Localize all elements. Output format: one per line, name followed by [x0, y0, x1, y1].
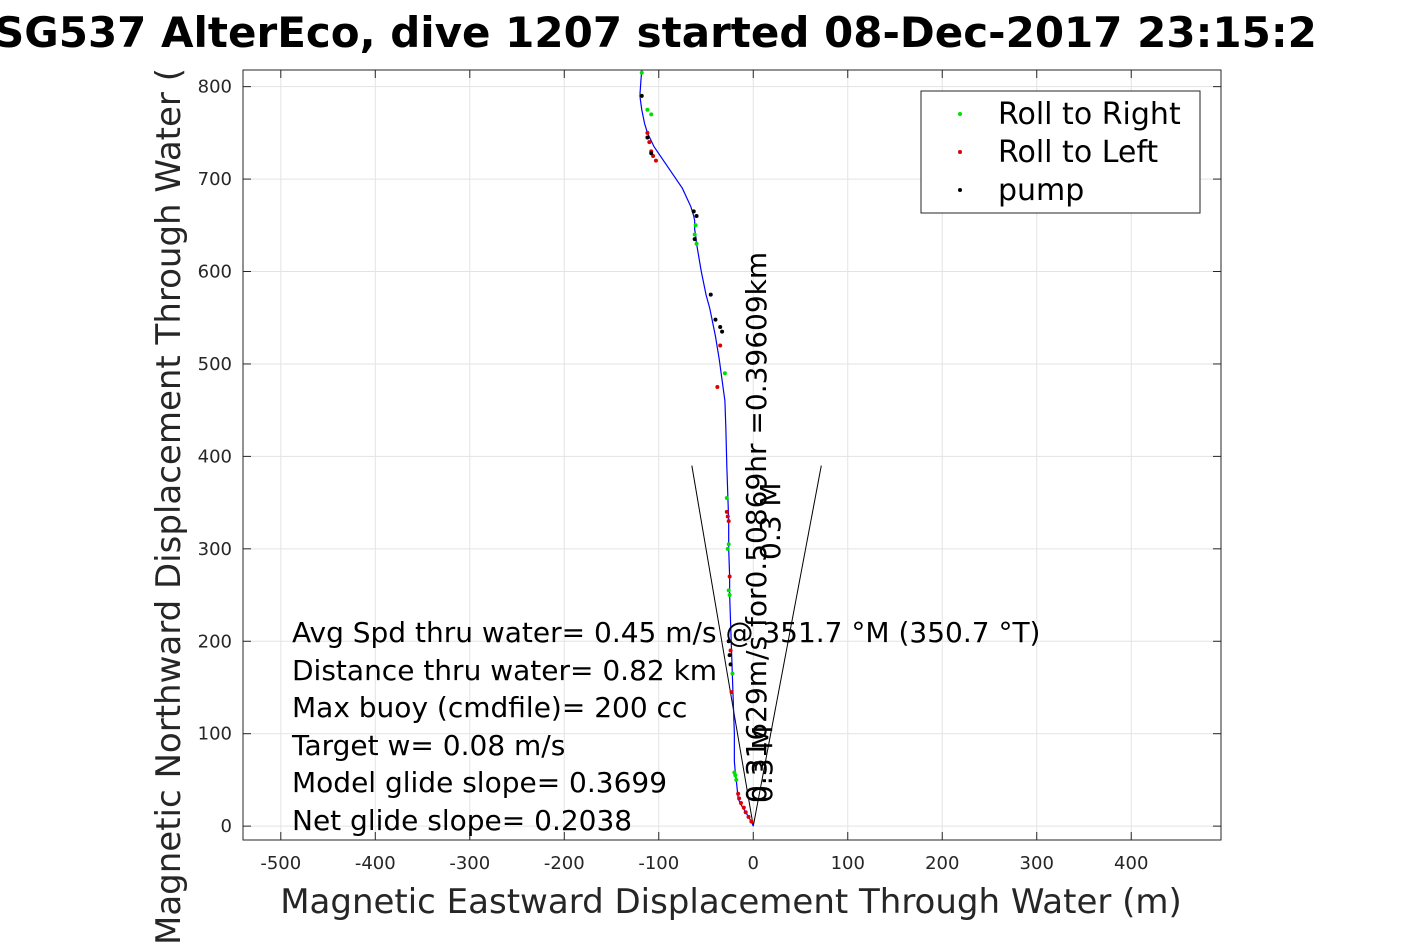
roll-right-point — [649, 112, 654, 117]
pump-point — [692, 237, 697, 242]
roll-right-point — [724, 495, 729, 500]
roll-left-point — [743, 810, 748, 815]
axis-ticks: -500 -400 -300 -200 -100 0 100 200 300 400 0 100 200… — [198, 70, 1221, 874]
y-tick-label: 200 — [198, 631, 232, 652]
roll-left-point — [738, 801, 743, 806]
roll-left-point — [653, 158, 658, 163]
roll-left-point — [728, 648, 733, 653]
cone-label-long: 0.31629m/s for0.50869hr =0.39609km — [740, 252, 773, 803]
legend: Roll to Right Roll to Left pump — [920, 90, 1201, 214]
roll-right-point — [732, 770, 737, 775]
roll-right-point — [645, 107, 650, 112]
roll-left-point — [725, 514, 730, 519]
roll-right-point — [693, 223, 698, 228]
pump-markers — [639, 93, 733, 667]
pump-point — [691, 209, 696, 214]
pump-point — [728, 662, 733, 667]
pump-point — [720, 329, 725, 334]
roll-right-point — [725, 546, 730, 551]
legend-box — [920, 90, 1201, 214]
legend-marker-roll-left — [958, 150, 962, 154]
x-tick-label: 300 — [1020, 853, 1054, 874]
roll-right-point — [730, 671, 735, 676]
roll-left-point — [724, 509, 729, 514]
cone-line-right — [752, 465, 822, 827]
x-tick-label: -500 — [260, 853, 301, 874]
pump-point — [708, 292, 713, 297]
roll-right-point — [727, 593, 732, 598]
roll-left-point — [645, 130, 650, 135]
y-axis-label: Magnetic Northward Displacement Through … — [149, 68, 189, 945]
stat-net-glide: Net glide slope= 0.2038 — [292, 804, 632, 837]
roll-left-point — [741, 805, 746, 810]
roll-left-point — [715, 385, 720, 390]
roll-left-point — [727, 574, 732, 579]
pump-point — [727, 653, 732, 658]
pump-point — [645, 135, 650, 140]
roll-right-markers — [638, 70, 739, 782]
roll-left-point — [729, 690, 734, 695]
roll-right-point — [692, 232, 697, 237]
x-tick-label: -300 — [449, 853, 490, 874]
y-tick-label: 100 — [198, 724, 232, 745]
pump-point — [713, 317, 718, 322]
legend-label-roll-left: Roll to Left — [998, 135, 1158, 170]
roll-left-markers — [645, 130, 754, 824]
roll-right-point — [726, 588, 731, 593]
roll-left-point — [718, 343, 723, 348]
x-tick-label: 0 — [748, 853, 759, 874]
y-tick-label: 600 — [198, 262, 232, 283]
stat-distance: Distance thru water= 0.82 km — [292, 654, 717, 687]
chart-title: SG537 AlterEco, dive 1207 started 08-Dec… — [0, 8, 1317, 57]
pump-point — [649, 151, 654, 156]
roll-left-point — [737, 796, 742, 801]
x-axis-label: Magnetic Eastward Displacement Through W… — [280, 882, 1182, 922]
roll-right-point — [734, 777, 739, 782]
x-tick-label: 100 — [831, 853, 865, 874]
roll-right-point — [639, 70, 644, 75]
x-tick-label: -400 — [355, 853, 396, 874]
legend-marker-roll-right — [958, 112, 962, 116]
y-tick-label: 800 — [198, 77, 232, 98]
y-tick-label: 400 — [198, 446, 232, 467]
cone-label-m-lower: 0.3 M — [746, 725, 779, 803]
roll-left-point — [647, 140, 652, 145]
y-tick-label: 300 — [198, 539, 232, 560]
roll-left-point — [726, 519, 731, 524]
pump-point — [694, 214, 699, 219]
pump-point — [718, 324, 723, 329]
plot-frame — [242, 69, 1222, 841]
stat-avg-speed: Avg Spd thru water= 0.45 m/s @ 351.7 °M … — [292, 616, 1040, 649]
roll-right-point — [722, 371, 727, 376]
stat-target-w: Target w= 0.08 m/s — [291, 729, 565, 762]
x-tick-label: 200 — [925, 853, 959, 874]
y-tick-label: 500 — [198, 354, 232, 375]
y-tick-label: 0 — [221, 816, 232, 837]
stats-annotation: Avg Spd thru water= 0.45 m/s @ 351.7 °M … — [291, 616, 1040, 837]
roll-left-point — [736, 791, 741, 796]
x-tick-label: -100 — [638, 853, 679, 874]
uncertainty-cone — [691, 465, 822, 827]
stat-model-glide: Model glide slope= 0.3699 — [292, 766, 667, 799]
legend-label-roll-right: Roll to Right — [998, 97, 1181, 132]
y-tick-label: 700 — [198, 169, 232, 190]
legend-label-pump: pump — [998, 173, 1084, 208]
roll-left-point — [749, 819, 754, 824]
pump-point — [726, 639, 731, 644]
roll-right-point — [694, 241, 699, 246]
roll-left-point — [746, 814, 751, 819]
cone-line-left — [691, 465, 754, 827]
roll-right-point — [726, 542, 731, 547]
pump-point — [639, 93, 644, 98]
stat-max-buoy: Max buoy (cmdfile)= 200 cc — [292, 691, 687, 724]
x-tick-label: -200 — [544, 853, 585, 874]
cone-label-m-upper: 0.3 M — [754, 482, 787, 560]
legend-marker-pump — [958, 188, 962, 192]
x-tick-label: 400 — [1114, 853, 1148, 874]
